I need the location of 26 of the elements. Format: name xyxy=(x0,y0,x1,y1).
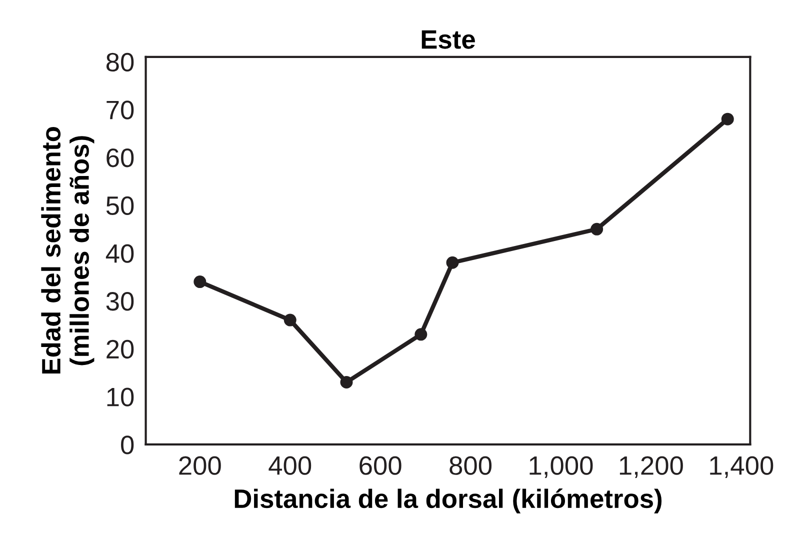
point xyxy=(414,328,428,341)
point xyxy=(590,222,604,236)
y-tick-label: 70 xyxy=(106,100,134,120)
point xyxy=(446,256,459,269)
y-tick-label: 30 xyxy=(106,292,134,311)
y-tick-label: 0 xyxy=(121,436,134,454)
chart-title: Este xyxy=(422,30,475,49)
y-tick-label: 20 xyxy=(106,340,134,359)
x-axis-title: Distancia de la dorsal (kilómetros) xyxy=(234,488,662,514)
point xyxy=(194,276,206,288)
x-tick-label: 400 xyxy=(268,456,312,475)
x-tick-label: 200 xyxy=(179,456,221,475)
x-tick-label: 1,400 xyxy=(710,456,774,478)
y-tick-label: 10 xyxy=(107,388,134,406)
point xyxy=(340,376,353,388)
x-tick-label: 600 xyxy=(360,456,402,475)
x-tick-label: 1,000 xyxy=(530,456,593,478)
point xyxy=(284,314,296,326)
y-axis-title: Edad del sedimento (millones de años) xyxy=(41,127,94,374)
x-tick-label: 1,200 xyxy=(620,456,683,478)
y-tick-label: 60 xyxy=(106,148,134,168)
x-tick-label: 800 xyxy=(450,456,492,475)
y-tick-label: 40 xyxy=(106,244,134,263)
y-tick-label: 80 xyxy=(106,52,134,72)
y-tick-label: 50 xyxy=(106,196,134,216)
point xyxy=(721,112,734,126)
